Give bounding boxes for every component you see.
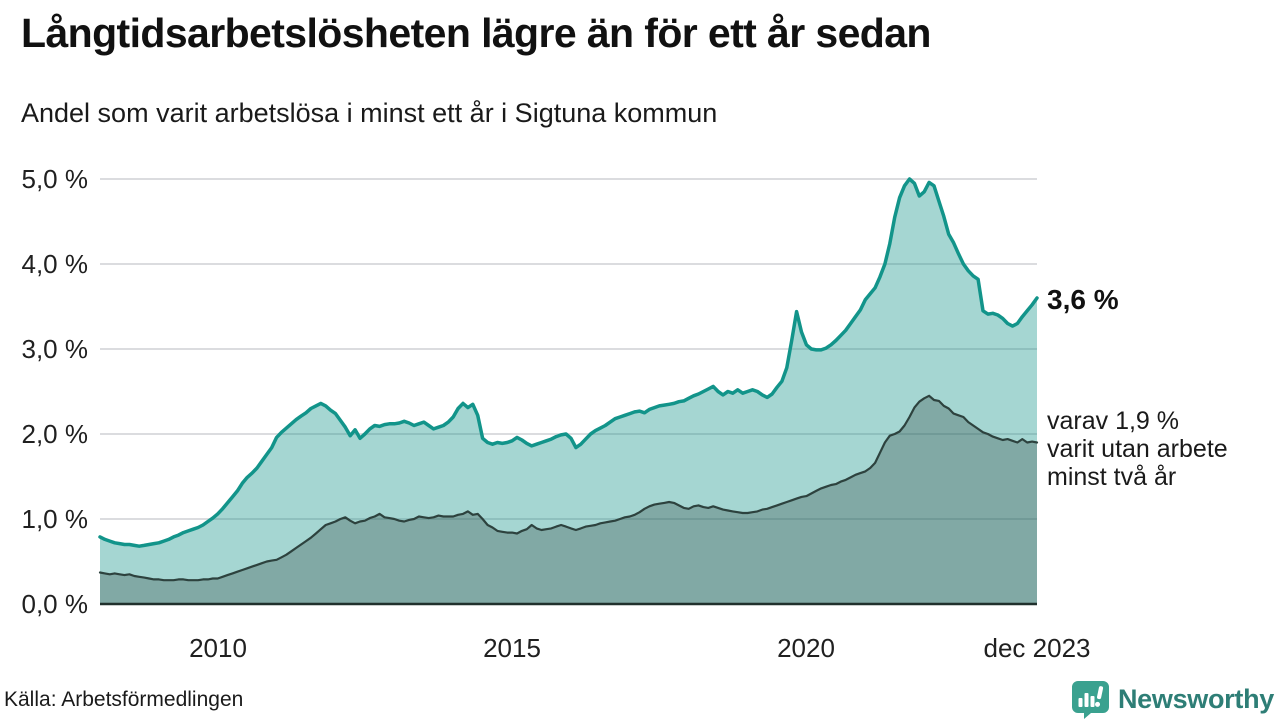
- area-fill-series-1: [100, 395, 1037, 604]
- source-attribution: Källa: Arbetsförmedlingen: [4, 688, 244, 711]
- y-axis-tick-label: 3,0 %: [21, 334, 89, 364]
- annotation-line: minst två år: [1047, 463, 1177, 491]
- x-axis-tick-label: 2020: [777, 633, 835, 663]
- x-axis-tick-label: 2010: [189, 633, 247, 663]
- x-axis-tick-label: 2015: [483, 633, 541, 663]
- y-axis-tick-label: 4,0 %: [21, 249, 89, 279]
- y-axis-tick-label: 5,0 %: [21, 164, 89, 194]
- annotation-line: varav 1,9 %: [1047, 407, 1180, 435]
- y-axis-tick-label: 2,0 %: [21, 419, 89, 449]
- area-line-series-0: [98, 177, 1039, 548]
- speech-bubble-bar-chart-icon: [1071, 681, 1109, 719]
- chart-subtitle: Andel som varit arbetslösa i minst ett å…: [21, 98, 718, 128]
- newsworthy-logo: Newsworthy: [1070, 680, 1274, 719]
- area-line-series-1: [98, 394, 1039, 582]
- y-axis-tick-label: 1,0 %: [21, 504, 89, 534]
- y-axis-tick-label: 0,0 %: [21, 589, 89, 619]
- brand-wordmark: Newsworthy: [1117, 684, 1274, 714]
- page-title: Långtidsarbetslösheten lägre än för ett …: [21, 10, 931, 56]
- series-end-value-label: 3,6 %: [1047, 284, 1119, 315]
- annotation-line: varit utan arbete: [1047, 435, 1228, 463]
- series-annotation-note: varav 1,9 % varit utan arbete minst två …: [1047, 407, 1228, 491]
- x-axis-tick-label: dec 2023: [983, 633, 1091, 663]
